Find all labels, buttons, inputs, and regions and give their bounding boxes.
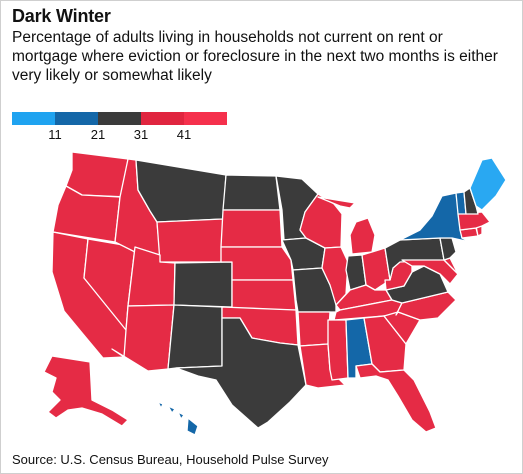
state-nm [167,304,223,370]
legend-swatch-1 [12,112,55,125]
state-ks [231,279,297,311]
legend-label-21: 21 [90,127,106,142]
state-wa [65,151,129,198]
legend-label-11: 11 [48,127,62,142]
legend-swatch-5 [184,112,227,125]
state-md [401,259,459,285]
color-legend: 11 21 31 41 [12,112,227,144]
state-nd [222,174,281,211]
source-note: Source: U.S. Census Bureau, Household Pu… [12,452,329,467]
state-sd [220,209,283,248]
legend-swatch-4 [141,112,184,125]
legend-label-41: 41 [176,127,192,142]
state-fl [355,363,437,433]
state-ak [43,355,129,427]
us-state-map [43,151,507,436]
state-ar [297,311,331,347]
state-nh [463,187,479,215]
state-ms [327,319,349,381]
state-hi [157,401,199,436]
legend-swatch-2 [55,112,98,125]
state-co [173,261,233,308]
legend-swatch-3 [98,112,141,125]
chart-subtitle: Percentage of adults living in household… [12,29,498,84]
state-wy [156,218,224,263]
state-tx [175,317,307,429]
state-ne [220,246,294,281]
chart-title: Dark Winter [12,6,111,26]
legend-label-31: 31 [133,127,149,142]
state-ma [457,211,491,231]
state-me [469,157,507,211]
